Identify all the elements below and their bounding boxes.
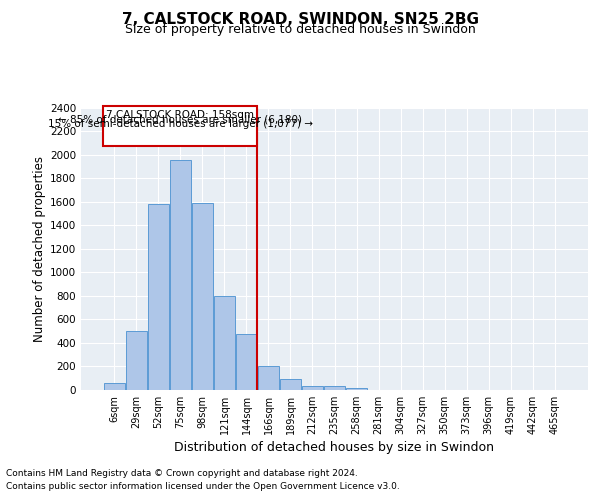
Y-axis label: Number of detached properties: Number of detached properties	[33, 156, 46, 342]
Bar	[236, 334, 257, 390]
Bar	[258, 366, 279, 390]
Text: 7, CALSTOCK ROAD, SWINDON, SN25 2BG: 7, CALSTOCK ROAD, SWINDON, SN25 2BG	[121, 12, 479, 28]
Bar	[126, 331, 147, 390]
Text: Contains public sector information licensed under the Open Government Licence v3: Contains public sector information licen…	[6, 482, 400, 491]
Text: ← 85% of detached houses are smaller (6,180): ← 85% of detached houses are smaller (6,…	[58, 114, 302, 124]
Bar	[346, 388, 367, 390]
Bar	[280, 380, 301, 390]
Text: Contains HM Land Registry data © Crown copyright and database right 2024.: Contains HM Land Registry data © Crown c…	[6, 468, 358, 477]
Bar	[192, 203, 213, 390]
Text: Size of property relative to detached houses in Swindon: Size of property relative to detached ho…	[125, 24, 475, 36]
Bar	[170, 160, 191, 390]
Text: 15% of semi-detached houses are larger (1,077) →: 15% of semi-detached houses are larger (…	[48, 120, 313, 130]
Bar	[324, 386, 345, 390]
Bar	[103, 106, 257, 146]
Bar	[302, 386, 323, 390]
X-axis label: Distribution of detached houses by size in Swindon: Distribution of detached houses by size …	[175, 441, 494, 454]
Bar	[214, 296, 235, 390]
Text: 7 CALSTOCK ROAD: 158sqm: 7 CALSTOCK ROAD: 158sqm	[106, 110, 254, 120]
Bar	[104, 383, 125, 390]
Bar	[148, 204, 169, 390]
